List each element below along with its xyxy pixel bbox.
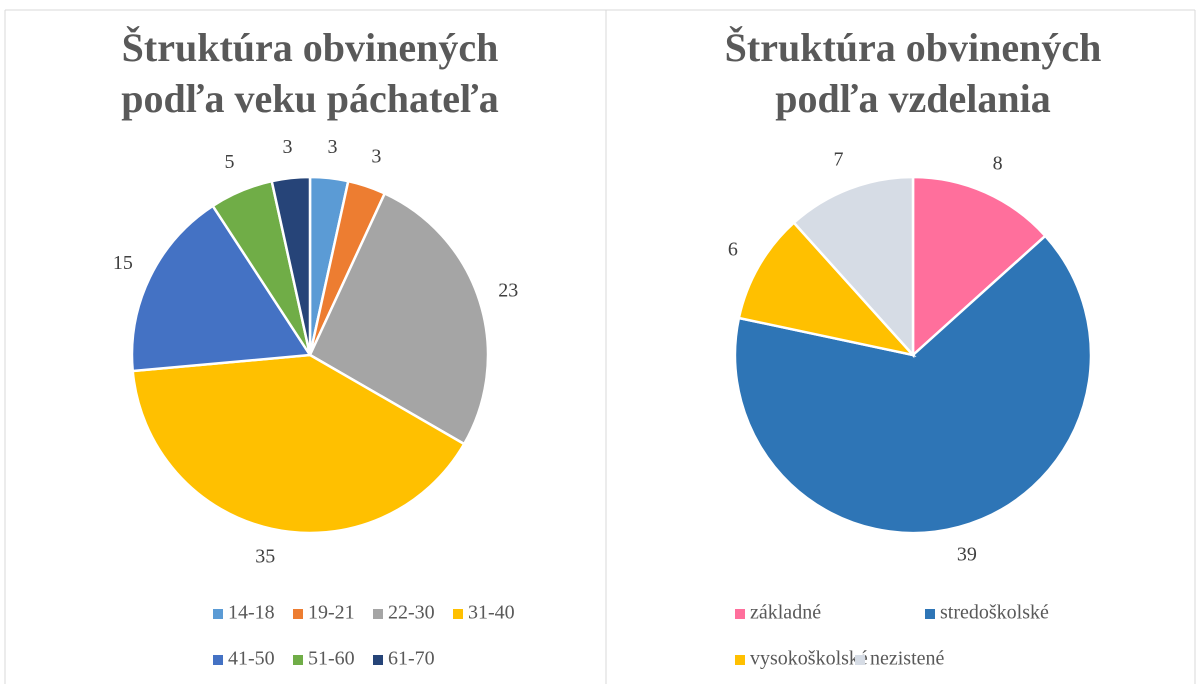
legend-swatch [293, 655, 303, 665]
data-label: 7 [833, 148, 843, 170]
data-label: 35 [255, 546, 275, 568]
legend-swatch [373, 609, 383, 619]
legend-swatch [925, 609, 935, 619]
legend-swatch [373, 655, 383, 665]
chart-title: Štruktúra obvinených [122, 25, 499, 70]
data-label: 23 [498, 280, 518, 302]
data-label: 6 [728, 239, 738, 261]
legend-swatch [213, 609, 223, 619]
data-label: 3 [327, 136, 337, 158]
pie-slice [130, 204, 313, 373]
pie-slice [737, 220, 917, 358]
legend-label: 19-21 [308, 602, 355, 624]
chart-title: podľa veku páchateľa [121, 76, 499, 121]
chart-title: podľa vzdelania [775, 76, 1050, 121]
legend-swatch [735, 655, 745, 665]
data-label: 3 [371, 145, 381, 167]
legend-swatch [735, 609, 745, 619]
pie-slice [270, 175, 312, 356]
legend-swatch [213, 655, 223, 665]
legend-label: 14-18 [228, 602, 275, 624]
legend-swatch [293, 609, 303, 619]
pie-slice [308, 191, 490, 446]
legend-label: základné [750, 602, 821, 624]
pie-slice [911, 175, 1048, 358]
data-label: 3 [283, 136, 293, 158]
legend-label: vysokoškolské [750, 648, 868, 670]
pie-slice [792, 175, 915, 359]
legend-swatch [453, 609, 463, 619]
legend-label: stredoškolské [940, 602, 1049, 624]
legend-label: 31-40 [468, 602, 515, 624]
legend-label: 22-30 [388, 602, 435, 624]
legend-swatch [855, 655, 865, 665]
data-label: 39 [957, 544, 977, 566]
data-label: 15 [113, 252, 133, 274]
legend-label: 61-70 [388, 648, 435, 670]
legend-label: nezistené [870, 648, 945, 670]
chart-title: Štruktúra obvinených [725, 25, 1102, 70]
data-label: 5 [225, 151, 235, 173]
pie-slice [733, 234, 1093, 535]
data-label: 8 [993, 153, 1003, 175]
legend-label: 51-60 [308, 648, 355, 670]
legend-label: 41-50 [228, 648, 275, 670]
pie-slice [131, 353, 466, 535]
